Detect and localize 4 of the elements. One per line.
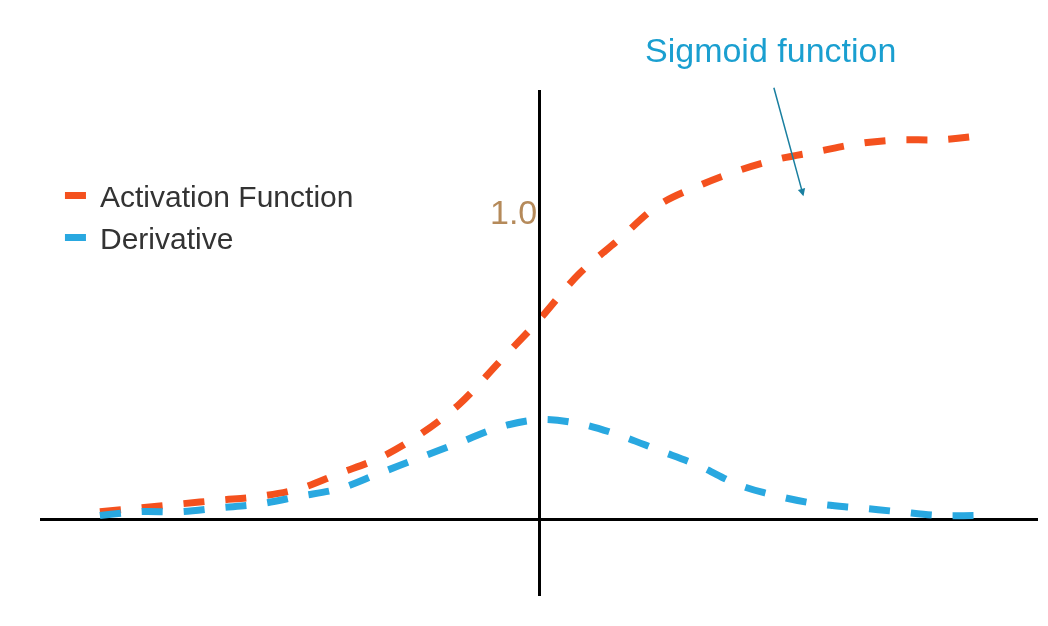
legend-label: Derivative xyxy=(99,222,234,256)
annotation: 1.0 xyxy=(490,193,538,231)
legend-label: Activation Function xyxy=(99,180,354,214)
text: Sigmoid function xyxy=(645,31,897,69)
